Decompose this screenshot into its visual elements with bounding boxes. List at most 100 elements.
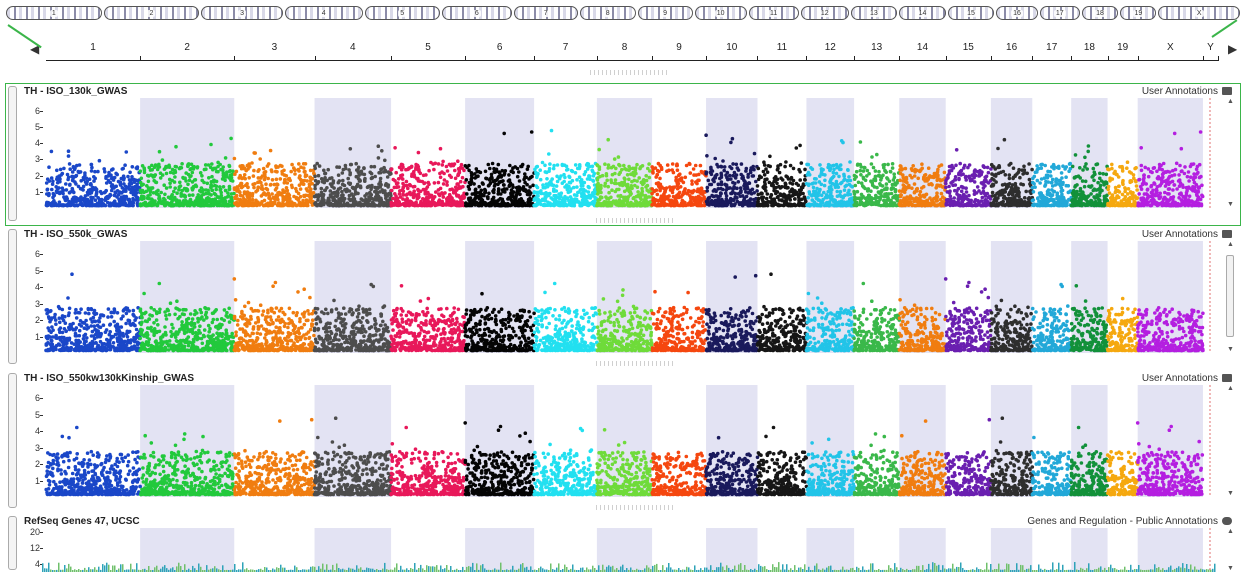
snp-point	[690, 179, 694, 183]
snp-point	[170, 167, 175, 172]
chromosome-pill-15[interactable]: 15	[948, 6, 994, 20]
snp-point	[601, 203, 606, 208]
chromosome-pill-4[interactable]: 4	[284, 6, 363, 20]
chromosome-pill-2[interactable]: 2	[103, 6, 200, 20]
chromosome-pill-19[interactable]: 19	[1120, 6, 1157, 20]
snp-point	[738, 194, 743, 198]
snp-point	[496, 162, 501, 167]
snp-point	[136, 198, 140, 202]
scroll-right-arrow-icon[interactable]: ▶	[1228, 42, 1238, 56]
chromosome-pill-14[interactable]: 14	[898, 6, 947, 20]
snp-point	[275, 182, 279, 186]
scroll-left-arrow-icon[interactable]: ◀	[30, 42, 40, 56]
snp-point	[647, 190, 651, 194]
snp-point	[695, 196, 700, 200]
snp-point	[934, 174, 939, 179]
y-tick-label: 4	[34, 138, 44, 149]
snp-point	[498, 179, 503, 184]
snp-point	[296, 198, 300, 202]
chromosome-pill-X[interactable]: X	[1158, 6, 1240, 20]
snp-point	[192, 178, 197, 182]
snp-point	[368, 170, 373, 175]
chromosome-pill-11[interactable]: 11	[748, 6, 799, 20]
chromosome-pill-8[interactable]: 8	[579, 6, 636, 20]
snp-point	[343, 188, 347, 192]
snp-point	[579, 178, 584, 182]
snp-point	[764, 196, 769, 201]
snp-point	[921, 177, 926, 181]
snp-point	[842, 203, 846, 207]
snp-point	[626, 203, 630, 208]
chromosome-pill-7[interactable]: 7	[513, 6, 578, 20]
snp-point	[316, 173, 321, 178]
snp-point	[870, 155, 874, 159]
track-panel[interactable]: TH - ISO_130k_GWAS User Annotations 6 5 4 3 2 1…	[5, 83, 1241, 226]
chromosome-pill-18[interactable]: 18	[1081, 6, 1119, 20]
chromosome-pill-16[interactable]: 16	[995, 6, 1038, 20]
snp-point	[596, 171, 600, 176]
chromosome-pill-10[interactable]: 10	[694, 6, 747, 20]
snp-point	[926, 166, 931, 170]
snp-point	[44, 181, 49, 185]
snp-point	[935, 184, 939, 188]
ruler-tick	[534, 56, 536, 61]
ruler-chromosome-label: 2	[184, 42, 190, 53]
snp-point	[547, 181, 552, 185]
snp-point	[979, 191, 983, 195]
snp-point	[112, 199, 117, 203]
snp-point	[146, 179, 151, 184]
snp-point	[464, 203, 469, 208]
chromosome-pill-row[interactable]: 1 2 3 4 5 6 7 8 9 10 11 12 13 14 15 16 17 18 19 X	[6, 6, 1240, 22]
snp-point	[863, 186, 867, 191]
chromosome-pill-1[interactable]: 1	[6, 6, 102, 20]
chromosome-pill-13[interactable]: 13	[850, 6, 897, 20]
snp-point	[636, 190, 640, 194]
snp-point	[135, 182, 139, 186]
track-plot-area[interactable]	[42, 98, 1216, 208]
snp-point	[338, 186, 343, 190]
snp-point	[94, 187, 98, 191]
chromosome-pill-3[interactable]: 3	[201, 6, 283, 20]
snp-point	[996, 146, 1000, 151]
snp-point	[748, 188, 753, 193]
snp-point	[780, 178, 785, 182]
snp-point	[878, 183, 883, 187]
snp-point	[109, 188, 114, 193]
snp-point	[619, 182, 623, 187]
chromosome-pill-12[interactable]: 12	[800, 6, 849, 20]
chromosome-pill-17[interactable]: 17	[1040, 6, 1080, 20]
snp-point	[262, 177, 267, 182]
snp-point	[890, 166, 895, 170]
snp-point	[721, 159, 725, 163]
snp-point	[534, 172, 538, 176]
snp-point	[198, 188, 202, 193]
snp-point	[807, 182, 811, 186]
snp-point	[618, 194, 623, 199]
chromosome-pill-6[interactable]: 6	[441, 6, 512, 20]
track-title: TH - ISO_130k_GWAS	[24, 86, 128, 97]
snp-point	[336, 173, 341, 177]
snp-point	[541, 183, 545, 187]
snp-point	[876, 200, 880, 205]
folder-icon[interactable]	[1222, 87, 1232, 95]
snp-point	[467, 180, 472, 185]
snp-point	[238, 202, 243, 207]
snp-point	[58, 167, 63, 172]
snp-point	[162, 183, 166, 187]
chromosome-pill-5[interactable]: 5	[364, 6, 440, 20]
snp-point	[206, 188, 210, 193]
snp-point	[392, 185, 397, 190]
snp-point	[764, 189, 768, 193]
track-drag-handle[interactable]	[8, 86, 17, 221]
snp-point	[250, 202, 255, 206]
snp-point	[679, 195, 683, 199]
snp-point	[554, 184, 559, 188]
snp-point	[395, 196, 400, 200]
ideogram-splitter[interactable]	[590, 70, 670, 75]
chromosome-pill-9[interactable]: 9	[637, 6, 693, 20]
snp-point	[538, 177, 543, 182]
snp-point	[230, 198, 234, 202]
snp-point	[164, 186, 169, 190]
